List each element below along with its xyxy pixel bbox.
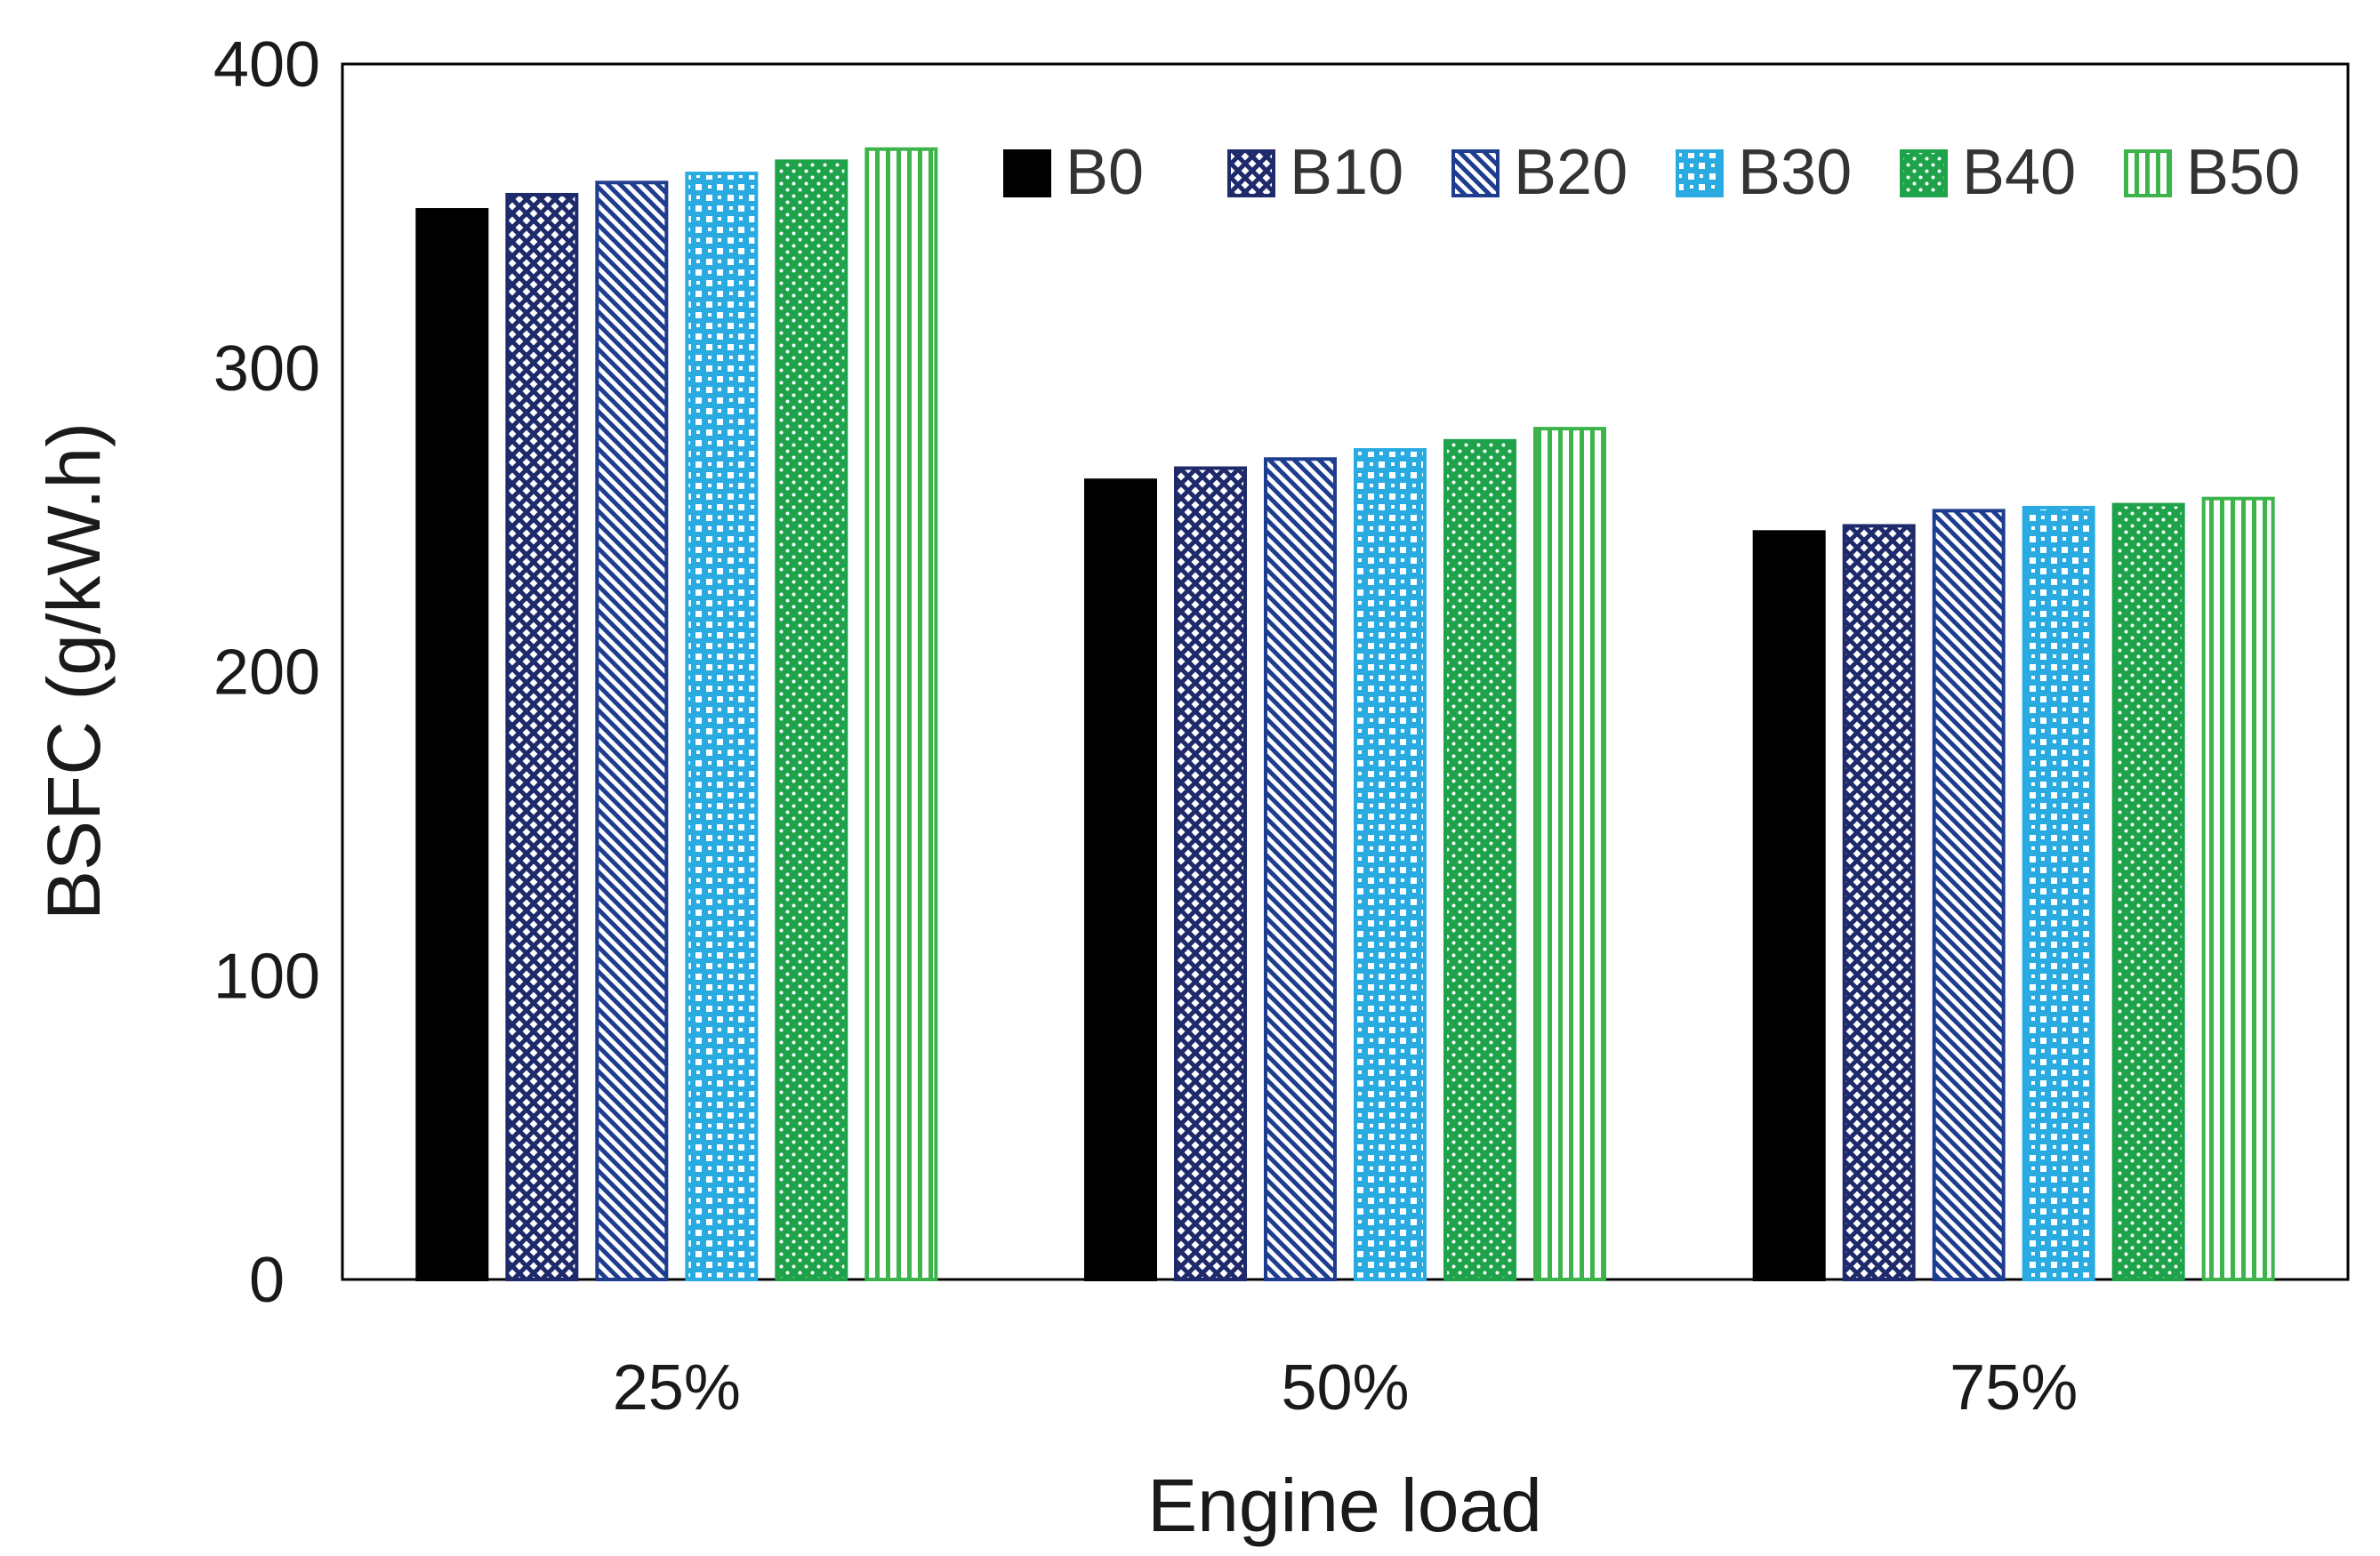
legend-label-b40: B40 [1962,137,2076,208]
legend-swatch-b40 [1900,149,1948,197]
bar-b20-50pct [1264,457,1337,1281]
legend-label-b10: B10 [1290,137,1403,208]
legend-label-b50: B50 [2186,137,2300,208]
legend-swatch-b10 [1227,149,1275,197]
y-tick-label-200: 200 [213,638,320,709]
bar-b30-25pct [685,172,759,1281]
bar-b20-75pct [1932,509,2006,1281]
bar-b10-25pct [505,192,579,1281]
legend-swatch-b50 [2124,149,2172,197]
legend-swatch-b30 [1676,149,1724,197]
bars-layer [415,147,2275,1282]
bar-b40-75pct [2111,502,2185,1281]
bar-b10-75pct [1842,524,1916,1281]
bar-b0-50pct [1084,478,1157,1281]
y-axis-title: BSFC (g/kW.h) [32,422,116,920]
bar-b40-25pct [775,159,848,1282]
bar-b40-50pct [1443,438,1516,1281]
y-tick-label-300: 300 [213,333,320,405]
bar-b0-25pct [415,208,489,1281]
bar-b10-50pct [1174,466,1247,1281]
y-tick-label-400: 400 [213,29,320,100]
legend-label-b30: B30 [1738,137,1852,208]
legend-swatch-b20 [1451,149,1500,197]
bar-b30-75pct [2022,505,2095,1281]
x-tick-label-50pct: 50% [1281,1352,1409,1424]
bar-b50-50pct [1533,427,1606,1282]
y-axis-ticks: 0 100 200 300 400 [213,29,320,1316]
legend-label-b0: B0 [1065,137,1144,208]
bar-b50-75pct [2201,496,2275,1281]
y-tick-label-0: 0 [249,1245,285,1316]
bar-b0-75pct [1752,530,1826,1281]
bar-b20-25pct [595,180,669,1282]
bar-b30-50pct [1354,448,1427,1281]
x-axis-title: Engine load [1147,1464,1542,1547]
x-tick-label-25pct: 25% [613,1352,741,1424]
plot-area-frame [341,62,2350,1281]
x-axis-ticks: 25% 50% 75% [613,1352,2078,1424]
y-tick-label-100: 100 [213,941,320,1012]
bar-b50-25pct [864,147,938,1282]
legend-swatch-b0 [1003,149,1051,197]
x-tick-label-75pct: 75% [1950,1352,2078,1424]
legend: B0 B10 B20 B30 B40 B50 [1003,137,2300,208]
legend-label-b20: B20 [1514,137,1628,208]
